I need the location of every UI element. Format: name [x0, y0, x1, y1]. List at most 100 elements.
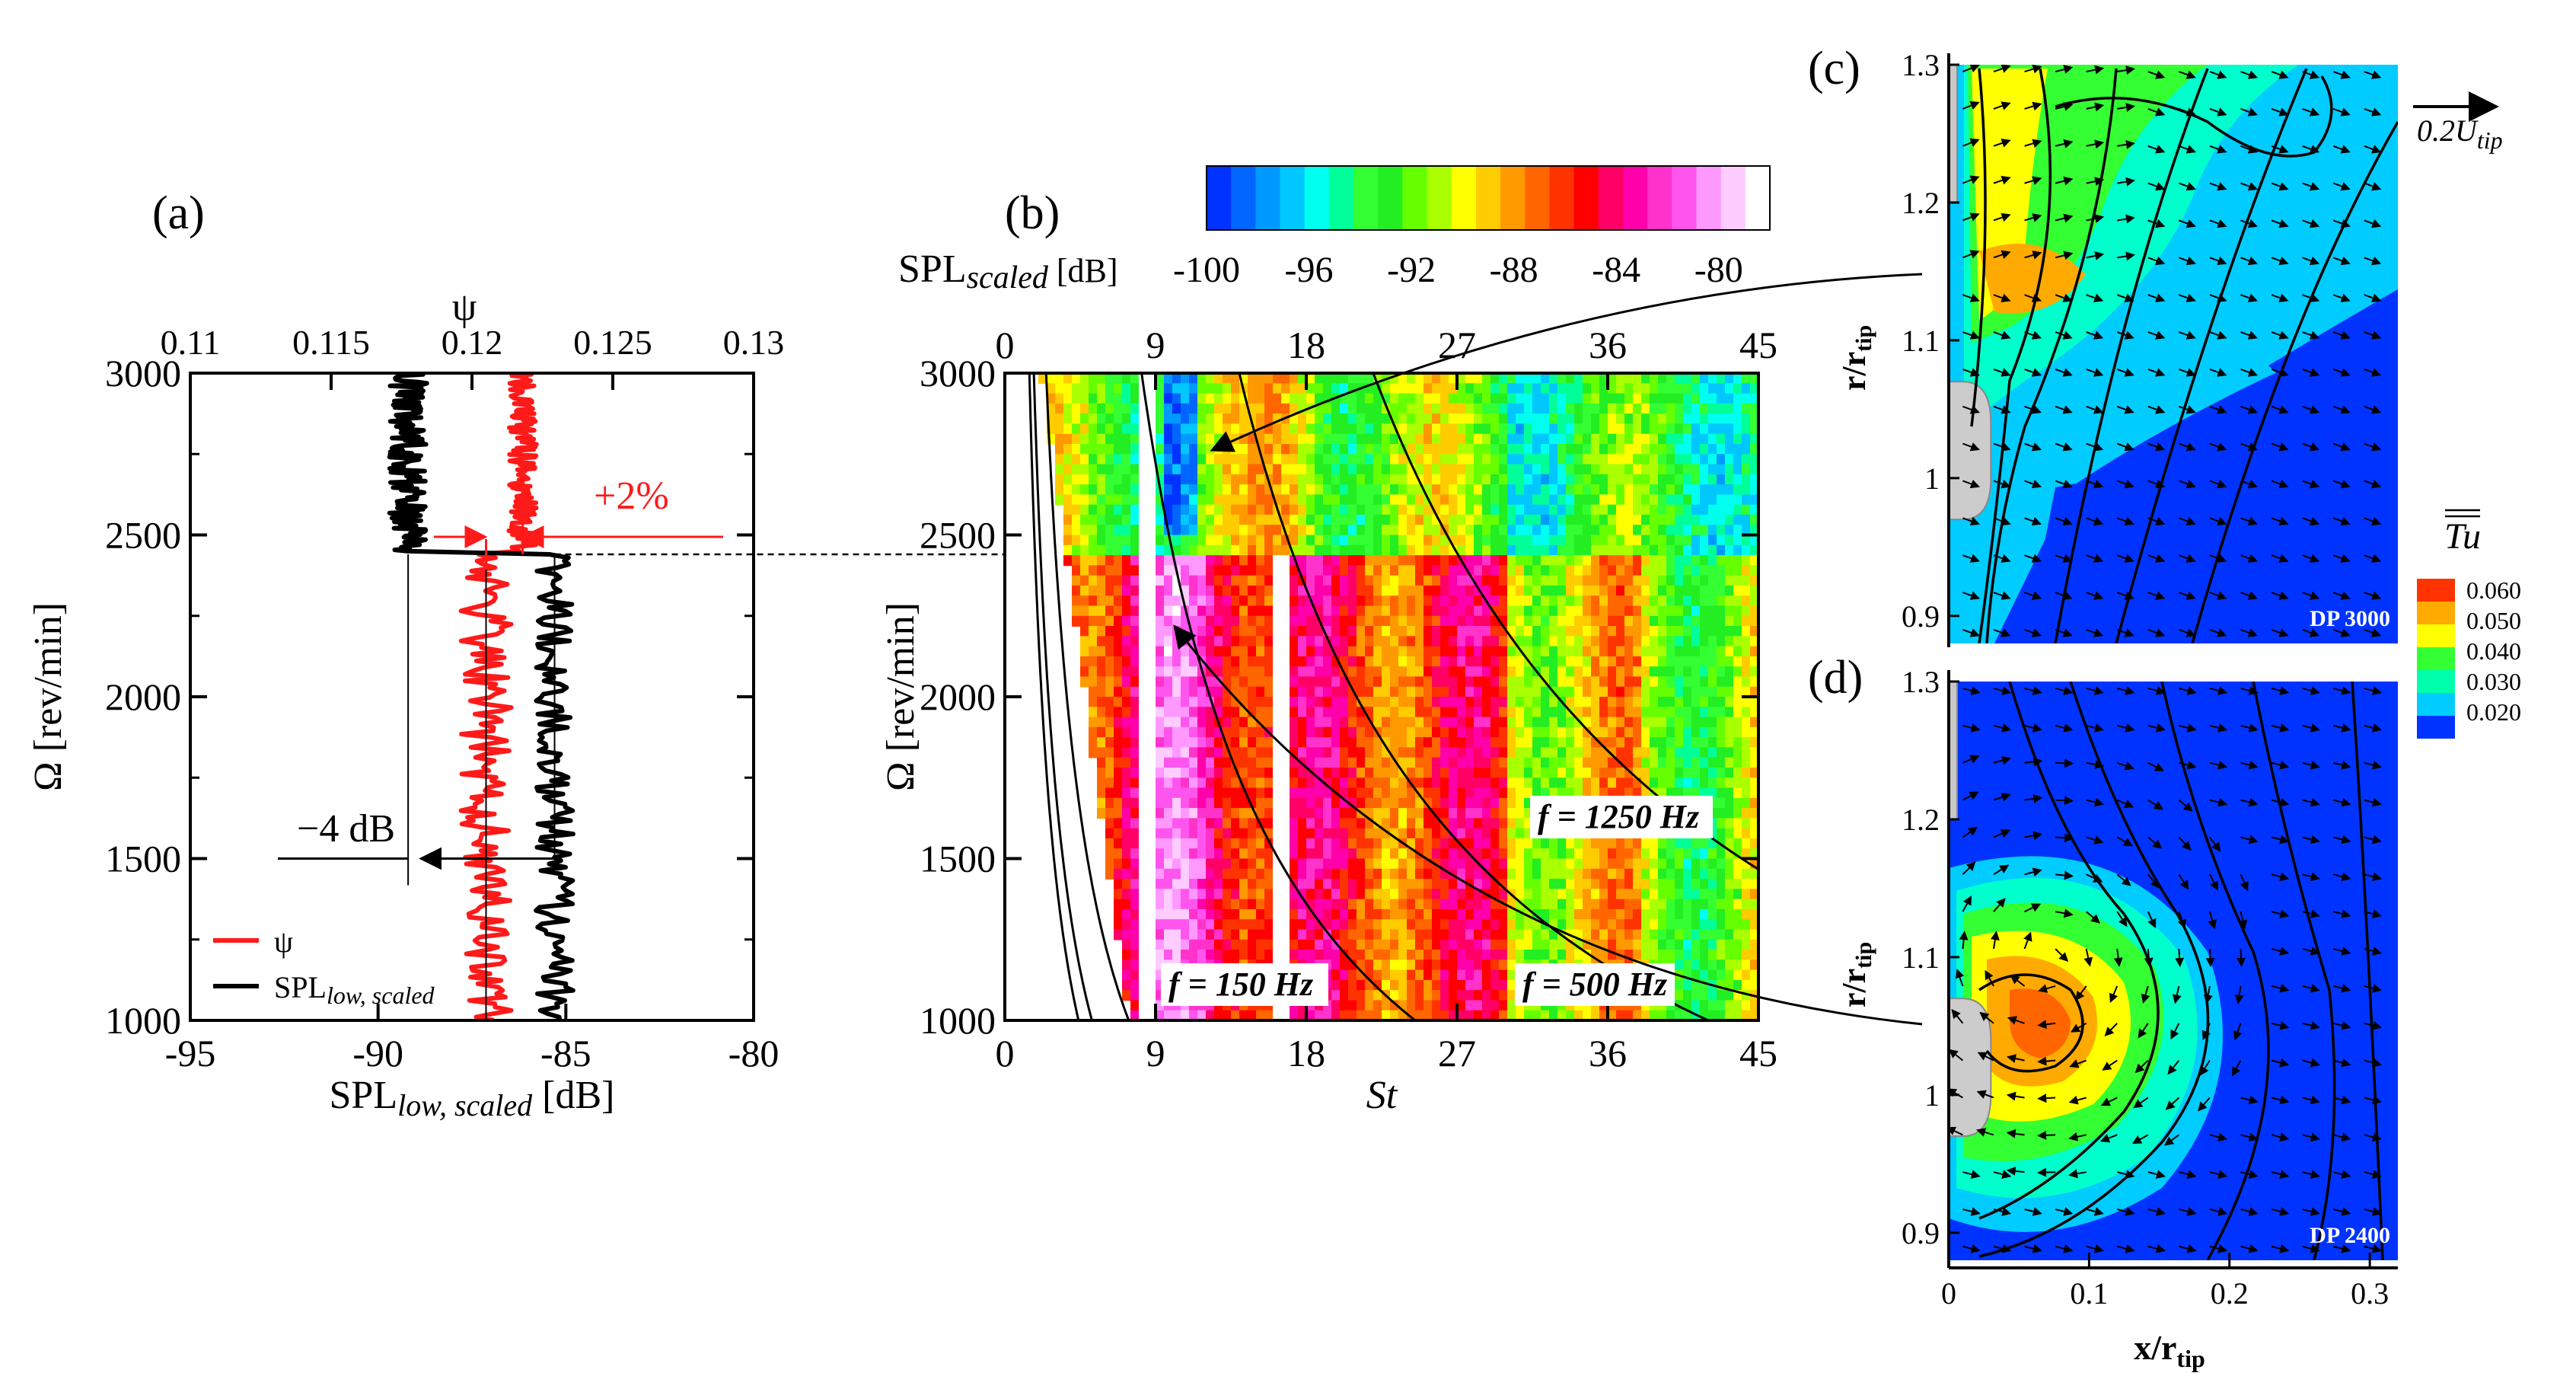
b-heat-cell	[1264, 373, 1274, 385]
b-heat-cell	[1457, 484, 1466, 496]
b-heat-cell	[1273, 838, 1282, 849]
b-heat-cell	[1139, 768, 1148, 779]
b-heat-cell	[1390, 828, 1399, 839]
b-heat-cell	[1390, 656, 1399, 667]
b-heat-cell	[1323, 747, 1332, 758]
b-heat-cell	[1583, 950, 1592, 961]
b-heat-cell	[1507, 777, 1516, 789]
b-heat-cell	[1650, 717, 1659, 728]
b-heat-cell	[1348, 879, 1357, 890]
b-heat-cell	[1231, 626, 1240, 637]
b-heat-cell	[1340, 908, 1349, 920]
b-heat-cell	[1264, 787, 1274, 799]
b-heat-cell	[1373, 777, 1382, 789]
b-heat-cell	[1574, 919, 1583, 931]
b-heat-cell	[1457, 666, 1466, 678]
b-heat-cell	[1122, 879, 1131, 890]
b-heat-cell	[1675, 747, 1684, 758]
b-heat-cell	[1105, 676, 1114, 688]
b-heat-cell	[1164, 929, 1173, 940]
b-heat-cell	[1072, 595, 1081, 607]
b-heat-cell	[1239, 454, 1248, 465]
b-heat-cell	[1114, 768, 1123, 779]
b-heat-cell	[1633, 413, 1642, 425]
b-heat-cell	[1717, 969, 1726, 981]
b-heat-cell	[1666, 484, 1675, 496]
b-heat-cell	[1164, 514, 1173, 525]
b-heat-cell	[1474, 454, 1483, 465]
b-heat-cell	[1281, 626, 1290, 637]
b-heat-cell	[1608, 676, 1617, 688]
b-heat-cell	[1357, 514, 1366, 525]
b-heat-cell	[1181, 889, 1190, 900]
b-heat-cell	[1089, 423, 1098, 435]
b-heat-cell	[1532, 707, 1541, 718]
b-heat-cell	[1683, 646, 1692, 657]
b-heat-cell	[1357, 403, 1366, 414]
b-heat-cell	[1164, 656, 1173, 667]
b-heat-cell	[1675, 908, 1684, 920]
b-heat-cell	[1717, 868, 1726, 880]
b-heat-cell	[1281, 707, 1290, 718]
b-heat-cell	[1725, 828, 1734, 839]
b-heat-cell	[1373, 535, 1382, 546]
b-heat-cell	[1499, 868, 1508, 880]
b-heat-cell	[1474, 757, 1483, 768]
b-heat-cell	[1549, 768, 1558, 779]
b-heat-cell	[1097, 615, 1106, 627]
b-heat-cell	[1206, 939, 1215, 950]
b-heat-cell	[1633, 535, 1642, 546]
b-heat-cell	[1641, 413, 1650, 425]
b-heat-cell	[1482, 646, 1491, 657]
b-heat-cell	[1717, 858, 1726, 870]
b-heat-cell	[1633, 464, 1642, 475]
b-heat-cell	[1449, 423, 1458, 435]
b-heat-cell	[1147, 686, 1156, 698]
b-heat-cell	[1742, 950, 1751, 961]
b-heat-cell	[1591, 676, 1600, 688]
b-heat-cell	[1415, 726, 1424, 738]
b-heat-cell	[1256, 666, 1265, 678]
b-heat-cell	[1281, 595, 1290, 607]
a-xtick-top-label: 0.12	[442, 323, 503, 362]
b-heat-cell	[1608, 626, 1617, 637]
b-heat-cell	[1189, 848, 1198, 860]
b-heat-cell	[1357, 626, 1366, 637]
b-heat-cell	[1172, 777, 1181, 789]
b-heat-cell	[1273, 818, 1282, 829]
b-heat-cell	[1306, 525, 1315, 536]
b-heat-cell	[1583, 868, 1592, 880]
b-heat-cell	[1541, 768, 1550, 779]
b-heat-cell	[1574, 757, 1583, 768]
b-heat-cell	[1440, 879, 1449, 890]
b-heat-cell	[1290, 919, 1299, 931]
b-heat-cell	[1365, 838, 1374, 849]
b-heat-cell	[1114, 686, 1123, 698]
b-heat-cell	[1331, 605, 1341, 617]
b-heat-cell	[1541, 636, 1550, 647]
b-heat-cell	[1457, 444, 1466, 455]
b-heat-cell	[1465, 726, 1475, 738]
b-heat-cell	[1315, 454, 1324, 465]
b-heat-cell	[1683, 908, 1692, 920]
b-heat-cell	[1298, 474, 1307, 485]
b-heat-cell	[1583, 879, 1592, 890]
b-heat-cell	[1733, 383, 1742, 394]
b-heat-cell	[1574, 535, 1583, 546]
b-heat-cell	[1290, 575, 1299, 586]
b-heat-cell	[1474, 555, 1483, 567]
b-heat-cell	[1382, 595, 1391, 607]
b-heat-cell	[1214, 777, 1223, 789]
b-heat-cell	[1700, 474, 1709, 485]
b-heat-cell	[1717, 797, 1726, 809]
b-heat-cell	[1549, 737, 1558, 749]
b-heat-cell	[1725, 393, 1734, 404]
b-heat-cell	[1549, 413, 1558, 425]
b-heat-cell	[1524, 818, 1533, 829]
b-heat-cell	[1516, 494, 1525, 506]
b-heat-cell	[1164, 433, 1173, 445]
b-heat-cell	[1608, 403, 1617, 414]
b-heat-cell	[1206, 544, 1215, 556]
b-heat-cell	[1298, 525, 1307, 536]
b-heat-cell	[1264, 544, 1274, 556]
